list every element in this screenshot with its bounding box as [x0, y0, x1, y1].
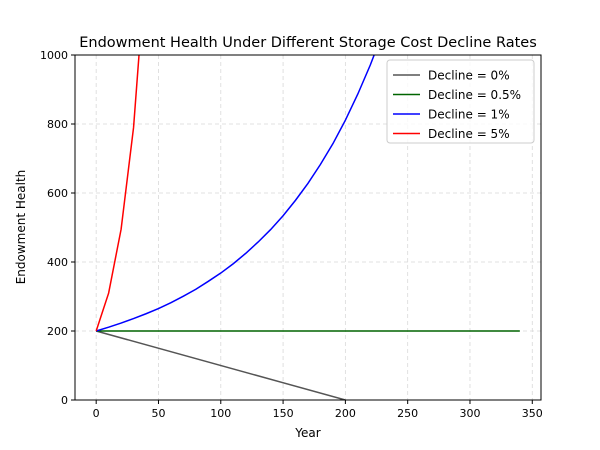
y-tick-label: 600 — [47, 187, 68, 200]
x-tick-label: 100 — [210, 407, 231, 420]
x-tick-label: 250 — [397, 407, 418, 420]
legend-label: Decline = 0% — [428, 69, 510, 83]
x-tick-label: 150 — [273, 407, 294, 420]
legend-label: Decline = 0.5% — [428, 88, 521, 102]
series-line-0 — [95, 330, 346, 400]
y-tick-label: 1000 — [40, 49, 68, 62]
plot-frame — [74, 54, 542, 401]
series-line-2 — [95, 55, 375, 332]
x-tick-label: 350 — [522, 407, 543, 420]
chart-title: Endowment Health Under Different Storage… — [79, 35, 537, 51]
legend-box — [386, 59, 535, 144]
legend-label: Decline = 5% — [428, 127, 510, 141]
x-tick-label: 50 — [151, 407, 165, 420]
series-line-3 — [95, 55, 140, 332]
legend-label: Decline = 1% — [428, 108, 510, 122]
x-tick-label: 0 — [93, 407, 100, 420]
y-tick-label: 400 — [47, 256, 68, 269]
y-tick-label: 800 — [47, 118, 68, 131]
y-tick-label: 200 — [47, 325, 68, 338]
series-lines — [95, 55, 520, 400]
y-axis-label: Endowment Health — [14, 170, 28, 285]
x-tick-label: 300 — [459, 407, 480, 420]
y-tick-label: 0 — [61, 394, 68, 407]
x-tick-label: 200 — [335, 407, 356, 420]
x-axis-label: Year — [294, 426, 320, 440]
legend: Decline = 0% Decline = 0.5% Decline = 1% De… — [386, 59, 535, 144]
axis-ticks: 0 50 100 150 200 250 300 350 0 200 400 600 800 1000 — [40, 49, 543, 420]
